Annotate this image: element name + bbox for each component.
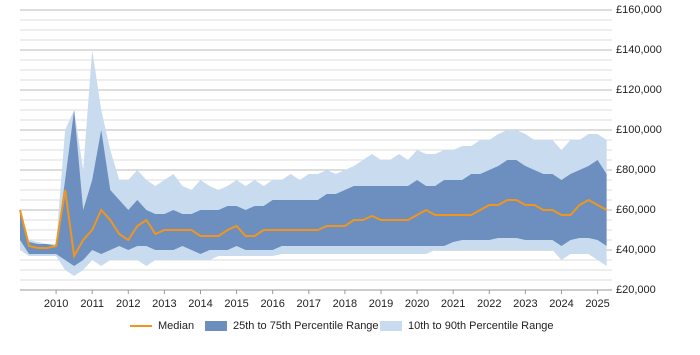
y-tick-label: £160,000 <box>616 4 662 16</box>
y-tick-label: £40,000 <box>616 244 656 256</box>
x-tick-label: 2011 <box>80 298 104 310</box>
legend-label: Median <box>158 320 194 332</box>
x-tick-label: 2019 <box>369 298 393 310</box>
y-tick-label: £80,000 <box>616 164 656 176</box>
legend-label: 10th to 90th Percentile Range <box>408 320 554 332</box>
y-tick-label: £60,000 <box>616 204 656 216</box>
x-tick-label: 2013 <box>152 298 176 310</box>
y-tick-label: £120,000 <box>616 84 662 96</box>
y-tick-label: £20,000 <box>616 284 656 296</box>
legend-swatch <box>205 321 227 331</box>
legend-swatch <box>380 321 402 331</box>
x-tick-label: 2016 <box>260 298 284 310</box>
x-tick-label: 2024 <box>549 298 573 310</box>
x-tick-label: 2010 <box>44 298 68 310</box>
x-tick-label: 2014 <box>188 298 212 310</box>
median-line <box>19 189 608 260</box>
range-band <box>20 110 607 266</box>
x-tick-label: 2023 <box>513 298 537 310</box>
legend-label: 25th to 75th Percentile Range <box>233 320 379 332</box>
x-tick-label: 2021 <box>441 298 465 310</box>
x-tick-label: 2017 <box>297 298 321 310</box>
y-tick-label: £100,000 <box>616 124 662 136</box>
x-tick-label: 2012 <box>116 298 140 310</box>
x-tick-label: 2018 <box>333 298 357 310</box>
y-tick-label: £140,000 <box>616 44 662 56</box>
x-tick-label: 2022 <box>477 298 501 310</box>
x-tick-label: 2015 <box>224 298 248 310</box>
x-tick-label: 2025 <box>585 298 609 310</box>
x-tick-label: 2020 <box>405 298 429 310</box>
